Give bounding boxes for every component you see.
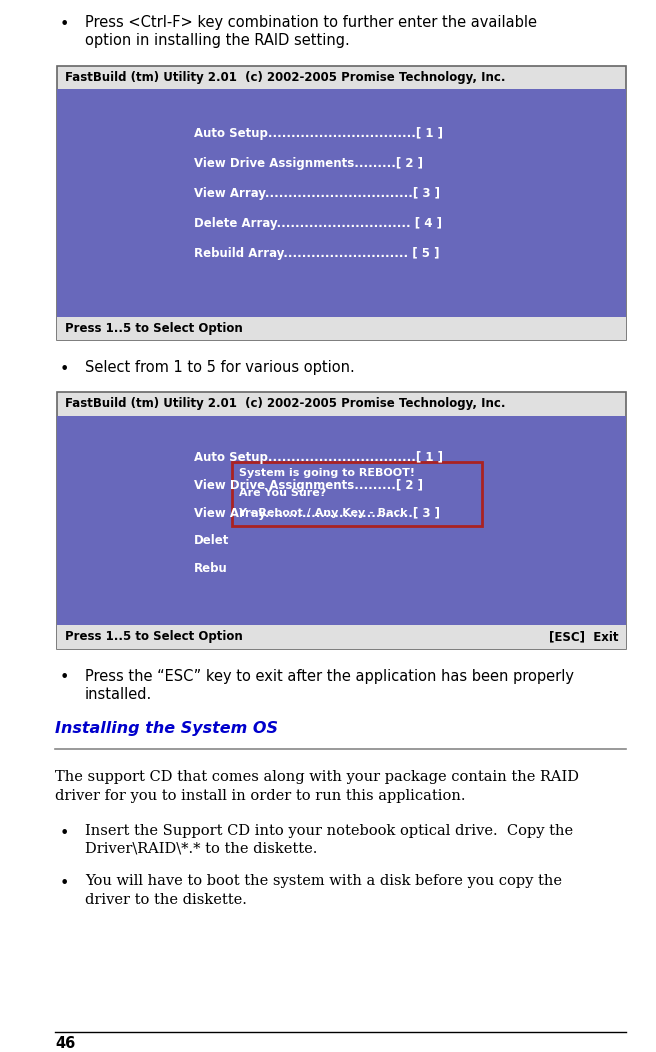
Text: The support CD that comes along with your package contain the RAID: The support CD that comes along with you… — [55, 770, 579, 785]
Text: Press 1..5 to Select Option: Press 1..5 to Select Option — [65, 630, 243, 644]
FancyBboxPatch shape — [57, 416, 626, 626]
FancyBboxPatch shape — [57, 392, 626, 648]
Text: Y - Reboot / Any Key - Back: Y - Reboot / Any Key - Back — [239, 507, 408, 518]
Text: Are You Sure?: Are You Sure? — [239, 488, 326, 498]
Text: Press the “ESC” key to exit after the application has been properly: Press the “ESC” key to exit after the ap… — [85, 668, 574, 684]
Text: View Array................................[ 3 ]: View Array..............................… — [194, 506, 440, 520]
Text: •: • — [60, 876, 70, 891]
FancyBboxPatch shape — [232, 462, 482, 526]
Text: •: • — [60, 17, 70, 32]
Text: 46: 46 — [55, 1036, 75, 1051]
Text: Driver\RAID\*.* to the diskette.: Driver\RAID\*.* to the diskette. — [85, 842, 318, 856]
Text: •: • — [60, 362, 70, 377]
Text: option in installing the RAID setting.: option in installing the RAID setting. — [85, 34, 350, 48]
Text: Delete Array............................. [ 4 ]: Delete Array............................… — [194, 217, 441, 230]
Text: Rebu: Rebu — [194, 563, 228, 575]
Text: FastBuild (tm) Utility 2.01  (c) 2002-2005 Promise Technology, Inc.: FastBuild (tm) Utility 2.01 (c) 2002-200… — [65, 398, 506, 410]
Text: Press 1..5 to Select Option: Press 1..5 to Select Option — [65, 322, 243, 335]
Text: installed.: installed. — [85, 687, 152, 702]
Text: driver for you to install in order to run this application.: driver for you to install in order to ru… — [55, 789, 466, 803]
Text: Rebuild Array........................... [ 5 ]: Rebuild Array...........................… — [194, 247, 439, 260]
Text: •: • — [60, 670, 70, 686]
Text: Insert the Support CD into your notebook optical drive.  Copy the: Insert the Support CD into your notebook… — [85, 824, 573, 837]
Text: System is going to REBOOT!: System is going to REBOOT! — [239, 468, 415, 479]
Text: FastBuild (tm) Utility 2.01  (c) 2002-2005 Promise Technology, Inc.: FastBuild (tm) Utility 2.01 (c) 2002-200… — [65, 70, 506, 84]
Text: View Drive Assignments.........[ 2 ]: View Drive Assignments.........[ 2 ] — [194, 157, 422, 170]
Text: Press <Ctrl-F> key combination to further enter the available: Press <Ctrl-F> key combination to furthe… — [85, 15, 537, 31]
Text: Auto Setup................................[ 1 ]: Auto Setup..............................… — [194, 450, 443, 464]
FancyBboxPatch shape — [57, 66, 626, 340]
Text: •: • — [60, 826, 70, 841]
Text: View Array................................[ 3 ]: View Array..............................… — [194, 187, 440, 200]
FancyBboxPatch shape — [57, 626, 626, 648]
Text: Installing the System OS: Installing the System OS — [55, 722, 278, 736]
Text: Delet: Delet — [194, 534, 229, 547]
Text: Auto Setup................................[ 1 ]: Auto Setup..............................… — [194, 127, 443, 140]
Text: Select from 1 to 5 for various option.: Select from 1 to 5 for various option. — [85, 360, 355, 375]
Text: driver to the diskette.: driver to the diskette. — [85, 893, 247, 907]
Text: You will have to boot the system with a disk before you copy the: You will have to boot the system with a … — [85, 874, 562, 889]
FancyBboxPatch shape — [57, 89, 626, 317]
FancyBboxPatch shape — [57, 317, 626, 340]
Text: [ESC]  Exit: [ESC] Exit — [548, 630, 618, 644]
Text: View Drive Assignments.........[ 2 ]: View Drive Assignments.........[ 2 ] — [194, 479, 422, 491]
